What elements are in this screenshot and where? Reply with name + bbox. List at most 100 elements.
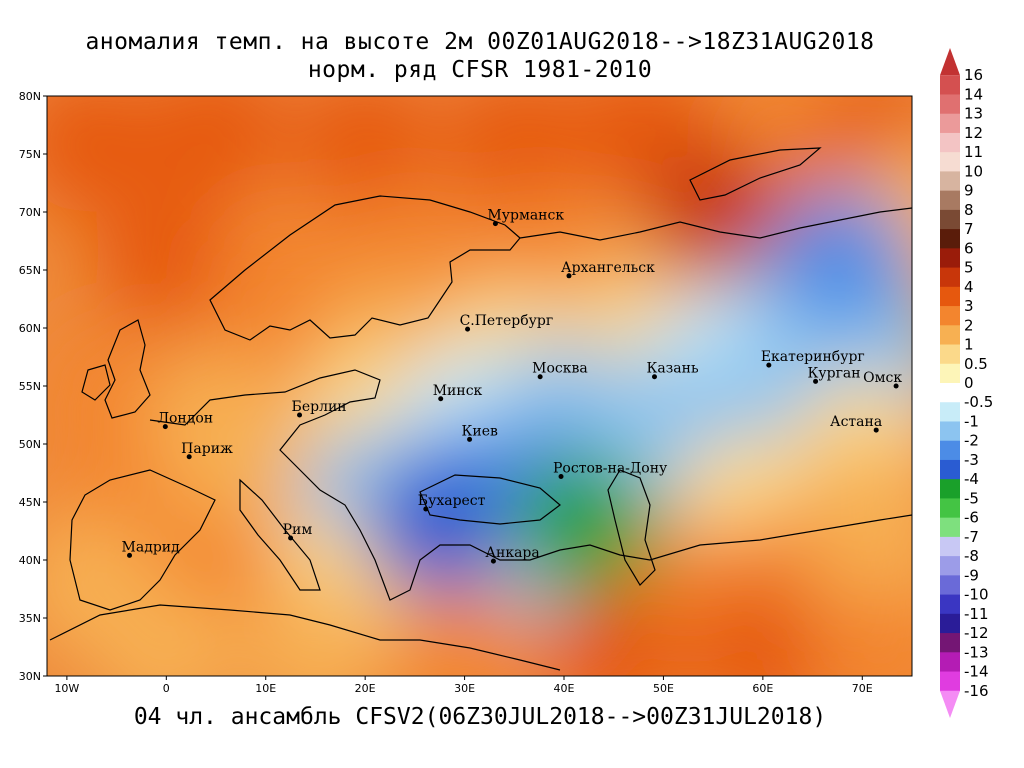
colorbar-label: 12 <box>964 124 983 142</box>
lon-label: 40E <box>554 682 575 695</box>
lon-label: 50E <box>653 682 674 695</box>
city-label: Ростов-на-Дону <box>553 460 668 476</box>
field-sample-2 <box>295 96 436 213</box>
field-sample-53 <box>364 455 505 596</box>
colorbar-swatch <box>940 363 960 384</box>
colorbar-swatch <box>940 652 960 673</box>
colorbar-swatch <box>940 633 960 653</box>
colorbar-label: 4 <box>964 278 974 296</box>
colorbar-swatch <box>940 209 960 230</box>
colorbar-label: -5 <box>964 489 979 507</box>
map-title-line2: норм. ряд CFSR 1981-2010 <box>307 57 653 83</box>
city-dot <box>438 396 444 402</box>
coastlines <box>49 147 912 671</box>
colorbar-label: 16 <box>964 66 983 84</box>
city-dot <box>893 383 899 389</box>
lat-label: 75N <box>19 148 41 161</box>
colorbar-label: -8 <box>964 547 979 565</box>
field-sample-1 <box>146 96 287 201</box>
colorbar-swatch <box>940 248 960 269</box>
field-sample-54 <box>643 142 784 282</box>
colorbar-swatch <box>940 132 960 153</box>
colorbar-swatch <box>940 613 960 634</box>
colorbar-top-arrow <box>940 48 960 76</box>
coast-ireland <box>81 364 111 401</box>
city-dot <box>490 558 496 564</box>
colorbar-swatch <box>940 94 960 115</box>
city-label: Минск <box>433 383 483 399</box>
city-label: С.Петербург <box>460 313 554 329</box>
lat-label: 60N <box>19 322 41 335</box>
colorbar-label: 2 <box>964 316 974 334</box>
city-dot <box>766 362 772 368</box>
city-markers: Мурманск Архангельск С.Петербург Москва Каза… <box>122 208 902 564</box>
colorbar-swatch <box>940 498 960 519</box>
field-sample-7 <box>96 188 237 329</box>
lon-label: 30E <box>454 682 475 695</box>
lat-label: 45N <box>19 496 41 509</box>
colorbar-bottom-arrow <box>940 690 960 718</box>
lat-axis: 80N 75N 70N 65N 60N 55N 50N 45N 40N 35N 30N <box>19 90 47 683</box>
colorbar-swatch <box>940 402 960 422</box>
colorbar-label: 11 <box>964 143 983 161</box>
colorbar-swatch <box>940 325 960 346</box>
colorbar-swatch <box>940 152 960 172</box>
colorbar-swatch <box>940 267 960 288</box>
colorbar-swatch <box>940 517 960 538</box>
coast-novaya-zemlya <box>689 147 822 201</box>
coast-arctic-russia <box>519 207 912 241</box>
city-label: Лондон <box>157 411 213 427</box>
colorbar-label: -16 <box>964 682 989 700</box>
colorbar-swatch <box>940 421 960 442</box>
colorbar-label: -7 <box>964 528 979 546</box>
city-dot <box>566 273 572 279</box>
colorbar-swatch <box>940 479 960 499</box>
colorbar-swatch <box>940 171 960 192</box>
field-sample-51 <box>812 582 912 676</box>
colorbar-label: -0.5 <box>964 393 993 411</box>
field-sample-52 <box>513 455 654 596</box>
lon-label: 20E <box>355 682 376 695</box>
colorbar-label: -14 <box>964 663 989 681</box>
city-label: Екатеринбург <box>761 349 865 365</box>
lat-label: 80N <box>19 90 41 103</box>
plot-area <box>47 96 912 676</box>
coast-britain <box>104 319 151 419</box>
field-sample-0 <box>47 96 157 213</box>
lon-label: 10W <box>54 682 79 695</box>
colorbar-swatch <box>940 383 960 403</box>
city-dot <box>467 436 473 442</box>
lat-label: 70N <box>19 206 41 219</box>
colorbar-swatch <box>940 556 960 576</box>
field-sample-50 <box>692 582 833 676</box>
lat-label: 40N <box>19 554 41 567</box>
colorbar-label: 8 <box>964 201 974 219</box>
colorbar-swatch <box>940 113 960 134</box>
colorbar-swatch <box>940 671 960 692</box>
colorbar-swatch <box>940 440 960 461</box>
colorbar-label: -6 <box>964 509 979 527</box>
coast-caspian <box>607 469 656 586</box>
field-sample-46 <box>96 582 237 676</box>
colorbar-label: 14 <box>964 85 983 103</box>
lon-label: 60E <box>752 682 773 695</box>
colorbar-label: -3 <box>964 451 979 469</box>
colorbar-label: -13 <box>964 643 989 661</box>
colorbar-label: 0 <box>964 374 974 392</box>
lon-label: 10E <box>255 682 276 695</box>
anomaly-field <box>47 96 912 676</box>
city-label: Бухарест <box>418 493 486 509</box>
colorbar-swatch <box>940 344 960 365</box>
colorbar-label: -4 <box>964 470 979 488</box>
field-sample-49 <box>543 582 684 676</box>
lat-label: 30N <box>19 670 41 683</box>
colorbar-swatch <box>940 459 960 480</box>
coast-africa <box>49 604 561 671</box>
city-label: Киев <box>462 423 498 439</box>
colorbar-label: -11 <box>964 605 989 623</box>
colorbar-swatch <box>940 306 960 326</box>
city-label: Анкара <box>485 545 539 561</box>
colorbar-label: 9 <box>964 182 974 200</box>
colorbar-swatch <box>940 575 960 596</box>
